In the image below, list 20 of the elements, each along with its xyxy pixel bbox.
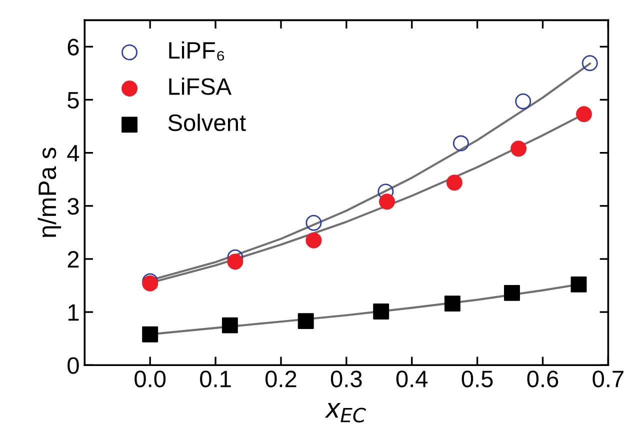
y-tick-label: 0 — [68, 357, 79, 374]
y-tick-label: 6 — [68, 38, 79, 56]
y-tick-label: 2 — [68, 251, 79, 268]
y-tick-label: 1 — [68, 304, 79, 321]
x-tick-label: 0.7 — [592, 370, 624, 388]
y-tick-label: 4 — [67, 145, 80, 162]
y-axis-title: η/mPa s — [38, 148, 62, 238]
x-tick-label: 0.1 — [200, 370, 231, 388]
y-tick-label: 5 — [68, 92, 79, 109]
x-tick-label: 0.2 — [265, 370, 296, 388]
x-axis-title: x$_{EC}$ — [324, 402, 366, 422]
x-tick-label: 0.4 — [396, 370, 428, 388]
legend-label: LiFSA — [169, 78, 232, 95]
legend-label: LiPF₆ — [169, 41, 224, 61]
x-tick-label: 0.3 — [330, 370, 362, 388]
legend-label: Solvent — [168, 114, 246, 132]
x-tick-label: 0.6 — [527, 370, 558, 388]
x-tick-label: 0.0 — [134, 370, 166, 388]
y-tick-label: 3 — [68, 198, 79, 215]
x-tick-label: 0.5 — [462, 370, 493, 388]
